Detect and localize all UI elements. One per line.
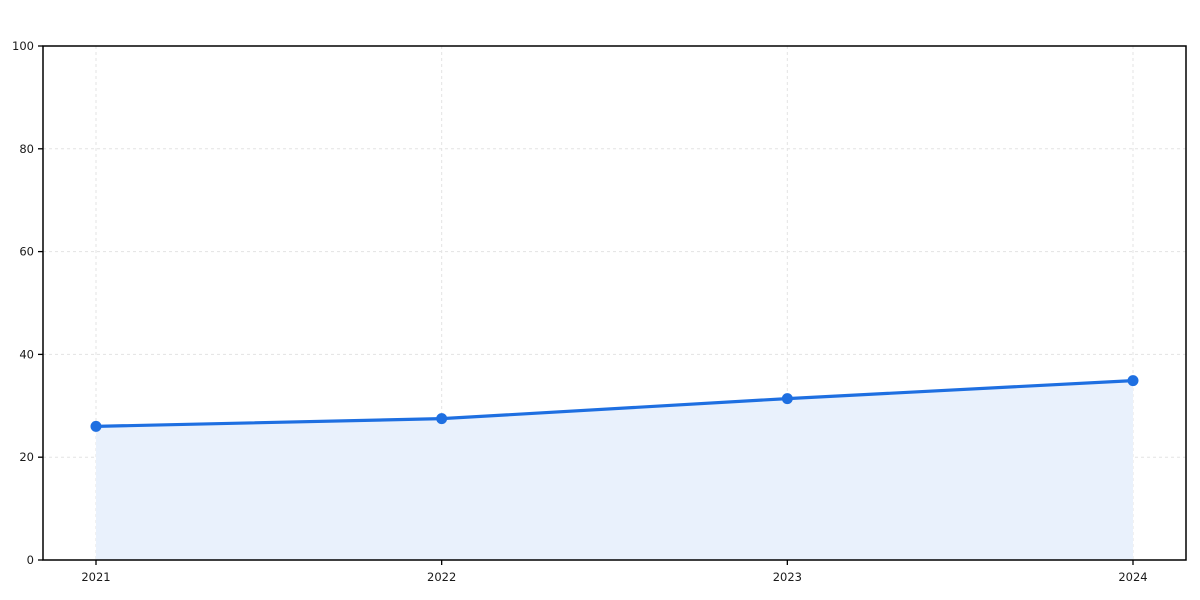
x-tick-label: 2023 [773, 570, 802, 584]
data-point-2024 [1127, 375, 1139, 387]
area-fill [96, 380, 1133, 560]
y-tick-label: 80 [19, 142, 34, 156]
y-tick-label: 40 [19, 347, 34, 361]
x-tick-label: 2024 [1118, 570, 1147, 584]
data-point-2022 [436, 413, 448, 425]
data-point-markers [90, 375, 1139, 432]
data-point-2023 [781, 393, 793, 405]
x-tick-label: 2021 [81, 570, 110, 584]
data-point-2021 [90, 420, 102, 432]
tick-marks [38, 45, 1134, 565]
y-tick-label: 0 [27, 553, 34, 567]
x-tick-label: 2022 [427, 570, 456, 584]
y-tick-label: 60 [19, 245, 34, 259]
plot-frame [42, 45, 1187, 561]
y-tick-label: 20 [19, 450, 34, 464]
tick-labels: 0 20 40 60 80 100 2021 2022 2023 2024 [12, 39, 1148, 584]
trend-line [94, 379, 1135, 428]
y-tick-label: 100 [12, 39, 34, 53]
